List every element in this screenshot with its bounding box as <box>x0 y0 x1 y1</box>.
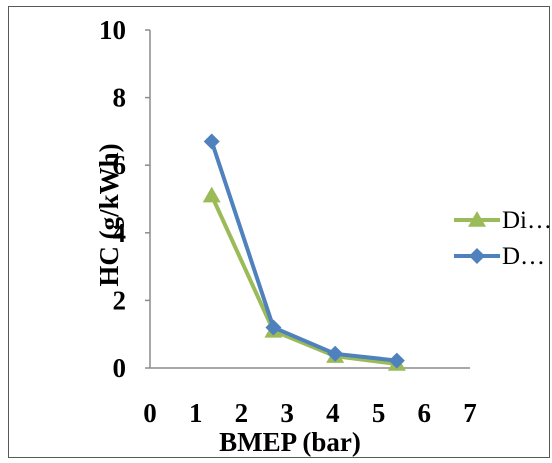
series-layer <box>202 133 406 371</box>
series-0 <box>202 186 406 371</box>
y-tick-label: 8 <box>113 83 127 113</box>
legend-swatch-marker <box>469 248 485 264</box>
x-tick-label: 2 <box>235 398 249 428</box>
y-tick-label: 4 <box>113 218 127 248</box>
series-line <box>209 140 398 363</box>
legend-entry-0: Di… <box>454 207 552 234</box>
x-tick-label: 3 <box>280 398 294 428</box>
x-axis-title: BMEP (bar) <box>219 427 361 457</box>
data-point <box>202 186 221 203</box>
series-line <box>209 194 398 366</box>
x-tick-label: 0 <box>143 398 157 428</box>
x-tick-label: 5 <box>372 398 386 428</box>
data-point <box>203 133 220 150</box>
chart-frame <box>8 6 550 458</box>
data-point <box>388 352 405 369</box>
legend-entry-1: D… <box>454 243 545 270</box>
axes <box>145 29 470 369</box>
y-tick-label: 2 <box>113 285 127 315</box>
series-1 <box>203 133 405 369</box>
x-tick-label: 1 <box>189 398 203 428</box>
y-axis-title: HC (g/kWh) <box>94 143 124 286</box>
data-point <box>265 319 282 336</box>
legend-swatch-marker <box>468 211 486 227</box>
legend: Di… D… <box>454 207 552 270</box>
y-tick-label: 0 <box>113 353 127 383</box>
y-tick-label: 10 <box>99 15 126 45</box>
x-tick-label: 4 <box>326 398 340 428</box>
x-tick-label: 6 <box>418 398 432 428</box>
data-point <box>327 345 344 362</box>
legend-label: Di… <box>502 207 552 234</box>
y-tick-label: 6 <box>113 150 127 180</box>
legend-label: D… <box>502 243 545 270</box>
x-tick-label: 7 <box>463 398 477 428</box>
tick-labels: 0 2 4 6 8 10 0 1 2 3 4 5 6 7 <box>99 15 477 428</box>
